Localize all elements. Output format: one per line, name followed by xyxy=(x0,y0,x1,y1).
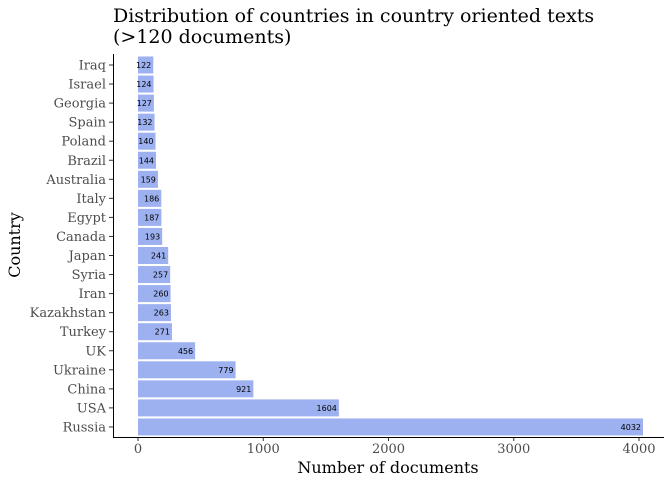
y-tick-labels: Russia USA China Ukraine UK Turkey Kazakhstan I… xyxy=(30,59,113,435)
data-label-kazakhstan: 263 xyxy=(154,309,169,318)
data-label-brazil: 144 xyxy=(139,156,154,165)
y-tick-label-poland: Poland xyxy=(61,135,106,150)
bar-spain xyxy=(138,113,155,131)
bar-israel xyxy=(138,75,154,93)
y-axis-label: Country xyxy=(5,212,24,278)
bar-russia xyxy=(138,418,644,436)
bars-group: 4032 1604 921 779 456 271 263 260 257 241 193 187 18… xyxy=(136,56,644,436)
x-tick-label-2000: 2000 xyxy=(372,442,405,457)
data-label-spain: 132 xyxy=(137,118,152,127)
y-tick-label-turkey: Turkey xyxy=(60,325,107,340)
y-tick-label-japan: Japan xyxy=(67,249,107,264)
chart-title-line-1: Distribution of countries in country ori… xyxy=(113,5,594,27)
x-axis-label: Number of documents xyxy=(297,458,478,477)
data-label-usa: 1604 xyxy=(317,404,337,413)
y-tick-label-australia: Australia xyxy=(45,173,106,188)
data-label-georgia: 127 xyxy=(137,99,152,108)
bar-syria xyxy=(138,266,171,284)
x-tick-label-4000: 4000 xyxy=(622,442,655,457)
y-tick-label-brazil: Brazil xyxy=(67,154,106,169)
y-tick-label-russia: Russia xyxy=(63,420,107,435)
y-tick-label-kazakhstan: Kazakhstan xyxy=(30,306,107,321)
data-label-ukraine: 779 xyxy=(218,366,233,375)
x-axis: 0 1000 2000 3000 4000 xyxy=(134,437,656,457)
bar-turkey xyxy=(138,323,172,341)
y-tick-label-canada: Canada xyxy=(56,230,106,245)
y-tick-label-egypt: Egypt xyxy=(67,211,106,226)
y-tick-label-usa: USA xyxy=(77,401,107,416)
chart-title-line-2: (>120 documents) xyxy=(113,26,291,48)
bar-uk xyxy=(138,342,196,360)
y-tick-label-uk: UK xyxy=(85,344,106,359)
x-tick-label-1000: 1000 xyxy=(247,442,280,457)
x-tick-label-3000: 3000 xyxy=(497,442,530,457)
y-tick-label-syria: Syria xyxy=(72,268,107,283)
y-tick-label-spain: Spain xyxy=(68,116,106,131)
data-label-australia: 159 xyxy=(141,175,156,184)
bar-iraq xyxy=(138,56,154,74)
y-tick-label-iraq: Iraq xyxy=(79,59,106,74)
bar-china xyxy=(138,380,254,398)
bar-australia xyxy=(138,170,158,188)
data-label-syria: 257 xyxy=(153,271,168,280)
y-tick-label-china: China xyxy=(67,382,106,397)
data-label-egypt: 187 xyxy=(144,213,159,222)
bar-kazakhstan xyxy=(138,304,171,322)
data-label-russia: 4032 xyxy=(621,423,641,432)
data-label-poland: 140 xyxy=(138,137,153,146)
data-label-china: 921 xyxy=(236,385,251,394)
data-label-uk: 456 xyxy=(178,347,193,356)
y-tick-label-italy: Italy xyxy=(76,192,106,207)
data-label-canada: 193 xyxy=(145,232,160,241)
bar-georgia xyxy=(138,94,154,112)
bar-brazil xyxy=(138,151,157,169)
bar-egypt xyxy=(138,208,162,226)
bar-ukraine xyxy=(138,361,236,379)
bar-japan xyxy=(138,247,169,264)
y-tick-label-ukraine: Ukraine xyxy=(53,363,106,378)
data-label-turkey: 271 xyxy=(155,328,170,337)
bar-usa xyxy=(138,399,339,417)
data-label-iran: 260 xyxy=(153,290,168,299)
x-tick-label-0: 0 xyxy=(134,442,142,457)
y-tick-label-israel: Israel xyxy=(68,78,106,93)
bar-canada xyxy=(138,227,163,245)
bar-poland xyxy=(138,132,156,150)
data-label-iraq: 122 xyxy=(136,61,151,70)
bar-italy xyxy=(138,189,162,207)
data-label-israel: 124 xyxy=(136,80,151,89)
data-label-japan: 241 xyxy=(151,252,166,261)
y-tick-label-georgia: Georgia xyxy=(54,97,107,112)
data-label-italy: 186 xyxy=(144,194,159,203)
y-tick-label-iran: Iran xyxy=(79,287,107,302)
bar-iran xyxy=(138,285,171,303)
